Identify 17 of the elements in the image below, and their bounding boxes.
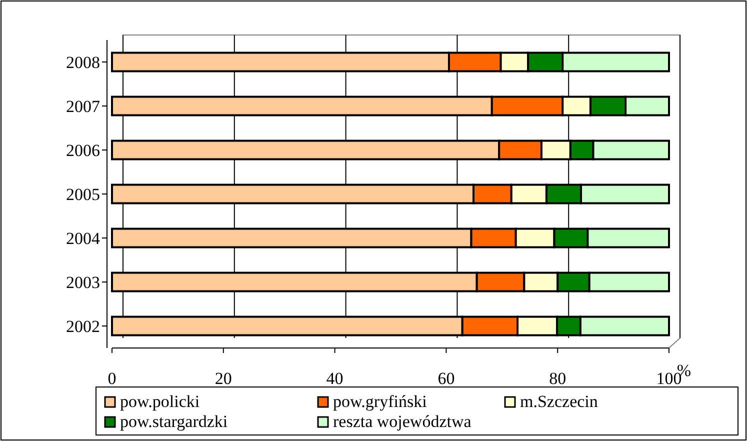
y-tick-label: 2006: [66, 141, 100, 160]
y-tick-label: 2005: [66, 185, 100, 204]
x-tick-label: 40: [326, 369, 344, 388]
x-tick-label: 60: [438, 369, 455, 388]
x-tick-label: 80: [549, 369, 566, 388]
y-tick-label: 2004: [66, 229, 100, 248]
x-tick-label: 0: [108, 369, 116, 388]
legend-label: reszta województwa: [333, 412, 472, 431]
y-tick-label: 2007: [66, 97, 100, 116]
y-tick-label: 2003: [66, 273, 100, 292]
legend-label: pow.stargardzki: [120, 412, 228, 431]
y-tick-label: 2002: [66, 317, 100, 336]
y-tick-label: 2008: [66, 53, 100, 72]
legend-label: pow.policki: [120, 392, 200, 411]
legend-label: m.Szczecin: [520, 392, 598, 411]
x-tick-label: 20: [214, 369, 232, 388]
legend-label: pow.gryfiński: [333, 392, 428, 411]
